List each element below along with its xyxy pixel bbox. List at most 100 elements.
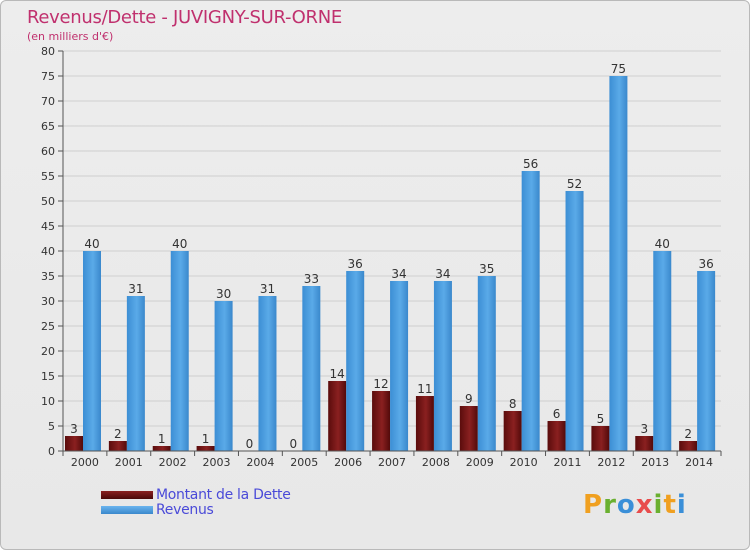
legend: Montant de la Dette Revenus [101,486,291,518]
data-label-revenue-2011: 52 [567,177,582,191]
y-tick-label: 55 [41,170,55,183]
bar-revenue-2003 [214,301,233,451]
data-label-revenue-2010: 56 [523,157,538,171]
y-tick-label: 50 [41,195,55,208]
legend-item-debt: Montant de la Dette [101,486,291,503]
data-label-debt-2011: 6 [553,407,561,421]
logo-letter: o [616,490,636,520]
bar-debt-2007 [372,391,391,451]
bar-debt-2011 [547,421,566,451]
bar-revenue-2004 [258,296,277,451]
chart-unit-label: (en milliers d'€) [27,30,114,43]
logo-letter: t [663,490,677,520]
y-tick-label: 30 [41,295,55,308]
data-label-debt-2003: 1 [202,432,210,446]
logo-letter: i [653,490,664,520]
x-tick-label-2000: 2000 [71,456,99,469]
bar-revenue-2000 [83,251,101,451]
legend-swatch-revenue [101,505,153,514]
legend-swatch-debt [101,490,153,499]
data-label-revenue-2003: 30 [216,287,231,301]
bar-revenue-2005 [302,286,321,451]
bar-revenue-2011 [565,191,584,451]
y-tick-label: 60 [41,145,55,158]
bar-debt-2010 [503,411,522,451]
data-label-debt-2008: 11 [417,382,432,396]
bar-debt-2002 [152,446,171,451]
y-tick-label: 0 [48,445,55,458]
bar-debt-2008 [415,396,434,451]
legend-label-debt: Montant de la Dette [156,486,291,503]
y-tick-label: 65 [41,120,55,133]
y-tick-label: 5 [48,420,55,433]
chart-title: Revenus/Dette - JUVIGNY-SUR-ORNE [27,7,342,28]
bar-revenue-2010 [521,171,540,451]
bar-revenue-2012 [609,76,628,451]
x-tick-label-2012: 2012 [597,456,625,469]
proxiti-logo: Proxiti [583,490,687,520]
bar-debt-2000 [65,436,83,451]
y-tick-label: 15 [41,370,55,383]
data-label-revenue-2005: 33 [304,272,319,286]
y-tick-label: 45 [41,220,55,233]
bar-debt-2003 [196,446,215,451]
data-label-debt-2006: 14 [330,367,345,381]
x-tick-label-2006: 2006 [334,456,362,469]
data-label-revenue-2007: 34 [391,267,406,281]
y-tick-label: 40 [41,245,55,258]
data-label-debt-2012: 5 [597,412,605,426]
data-label-revenue-2009: 35 [479,262,494,276]
logo-letter: i [676,490,687,520]
data-label-debt-2004: 0 [246,437,254,451]
data-label-revenue-2008: 34 [435,267,450,281]
data-label-debt-2000: 3 [70,422,78,436]
bar-debt-2014 [679,441,698,451]
x-tick-label-2008: 2008 [422,456,450,469]
bar-revenue-2014 [697,271,716,451]
bar-debt-2013 [635,436,654,451]
legend-label-revenue: Revenus [156,501,214,518]
logo-letter: P [583,490,604,520]
x-tick-label-2005: 2005 [290,456,318,469]
data-label-revenue-2001: 31 [128,282,143,296]
data-label-revenue-2002: 40 [172,237,187,251]
y-tick-label: 75 [41,70,55,83]
bar-debt-2001 [108,441,127,451]
data-label-debt-2005: 0 [290,437,298,451]
x-tick-label-2004: 2004 [246,456,274,469]
bar-revenue-2007 [390,281,409,451]
x-tick-label-2009: 2009 [466,456,494,469]
data-label-debt-2010: 8 [509,397,517,411]
bar-debt-2006 [328,381,347,451]
x-tick-label-2011: 2011 [553,456,581,469]
x-tick-label-2013: 2013 [641,456,669,469]
y-tick-label: 25 [41,320,55,333]
data-label-revenue-2013: 40 [655,237,670,251]
logo-letter: r [603,490,617,520]
x-tick-label-2002: 2002 [159,456,187,469]
bar-revenue-2013 [653,251,672,451]
data-label-revenue-2014: 36 [698,257,713,271]
bar-revenue-2001 [126,296,145,451]
data-label-revenue-2000: 40 [84,237,99,251]
y-tick-label: 10 [41,395,55,408]
bar-debt-2009 [459,406,478,451]
bar-revenue-2002 [170,251,189,451]
x-tick-label-2007: 2007 [378,456,406,469]
x-tick-label-2010: 2010 [510,456,538,469]
bar-revenue-2006 [346,271,365,451]
bars [65,76,716,451]
bar-debt-2012 [591,426,610,451]
data-label-revenue-2004: 31 [260,282,275,296]
y-tick-label: 20 [41,345,55,358]
x-tick-label-2001: 2001 [115,456,143,469]
data-label-debt-2002: 1 [158,432,166,446]
bar-revenue-2008 [433,281,452,451]
data-label-debt-2013: 3 [640,422,648,436]
data-label-debt-2009: 9 [465,392,473,406]
x-tick-label-2014: 2014 [685,456,713,469]
y-tick-label: 80 [41,45,55,58]
